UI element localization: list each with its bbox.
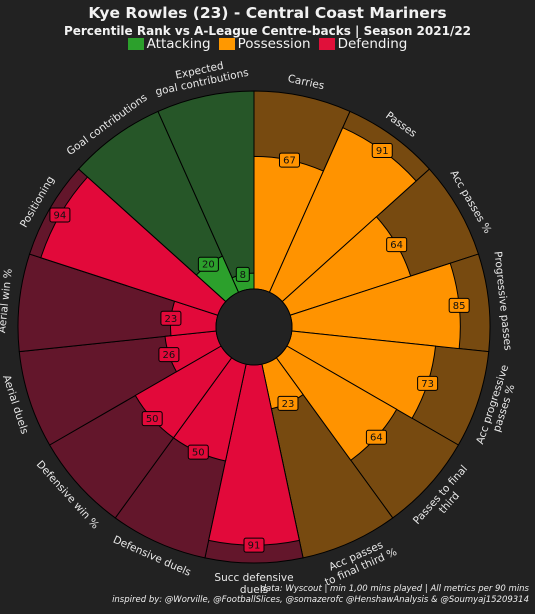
- legend-label: Attacking: [146, 36, 211, 52]
- value-label-acc-progressive-passes: 73: [417, 375, 439, 391]
- metric-label-progressive-passes: Progressive passes: [491, 251, 513, 351]
- metric-label-line: Succ defensive: [214, 572, 293, 584]
- metric-label-line: Carries: [287, 73, 326, 92]
- value-label-text: 91: [376, 146, 389, 157]
- value-label-box: [448, 297, 470, 313]
- value-label-box: [277, 395, 299, 411]
- metric-label-succ-defensive-duels: Succ defensive duels: [214, 572, 293, 596]
- legend-item-defending: Defending: [318, 36, 408, 52]
- value-label-acc-passes-to-final-third: 23: [277, 395, 299, 411]
- value-label-text: 23: [165, 314, 178, 325]
- value-label-text: 50: [146, 414, 159, 425]
- value-label-box: [160, 310, 182, 326]
- value-label-aerial-win: 23: [160, 310, 182, 326]
- value-label-carries: 67: [278, 152, 300, 168]
- legend-swatch: [318, 38, 335, 50]
- value-label-box: [197, 256, 219, 272]
- value-label-text: 64: [390, 240, 403, 251]
- footer: data: Wyscout | min 1,00 mins played | A…: [112, 584, 529, 606]
- legend: Attacking Possession Defending: [0, 36, 535, 52]
- value-label-text: 26: [163, 350, 176, 361]
- value-labels: 20 8 67 91 64 85 73 64 23 91 50 50 26 23 94: [49, 142, 470, 553]
- value-label-text: 20: [202, 260, 215, 271]
- value-label-text: 85: [453, 301, 466, 312]
- value-label-defensive-win: 50: [141, 411, 163, 427]
- slice-values: [40, 127, 461, 546]
- value-label-positioning: 94: [49, 207, 71, 223]
- value-label-box: [243, 537, 265, 553]
- legend-swatch: [127, 38, 144, 50]
- value-label-passes: 91: [371, 142, 393, 158]
- value-label-box: [386, 237, 408, 253]
- value-label-text: 94: [54, 210, 67, 221]
- value-label-aerial-duels: 26: [158, 347, 180, 363]
- metric-label-line: Progressive passes: [491, 251, 513, 351]
- value-label-defensive-duels: 50: [187, 444, 209, 460]
- legend-item-possession: Possession: [218, 36, 311, 52]
- value-label-expected-goal-contributions: 8: [235, 266, 250, 282]
- value-label-text: 73: [421, 379, 434, 390]
- value-label-acc-passes: 64: [386, 237, 408, 253]
- value-label-text: 23: [282, 399, 295, 410]
- value-label-text: 50: [192, 448, 205, 459]
- footer-credits: inspired by: @Worville, @FootballSlices,…: [112, 595, 529, 605]
- value-label-box: [141, 411, 163, 427]
- metric-label-aerial-win: Aerial win %: [0, 268, 15, 334]
- legend-label: Possession: [237, 36, 311, 52]
- value-label-box: [278, 152, 300, 168]
- value-label-progressive-passes: 85: [448, 297, 470, 313]
- footer-source: data: Wyscout | min 1,00 mins played | A…: [260, 584, 529, 594]
- legend-swatch: [218, 38, 235, 50]
- metric-label-line: Aerial win %: [0, 268, 15, 334]
- value-label-box: [235, 266, 250, 282]
- value-label-box: [187, 444, 209, 460]
- legend-label: Defending: [337, 36, 408, 52]
- chart-title: Kye Rowles (23) - Central Coast Mariners: [88, 4, 447, 22]
- chart-subtitle: Percentile Rank vs A-League Centre-backs…: [63, 24, 472, 38]
- value-label-text: 67: [283, 156, 296, 167]
- value-label-goal-contributions: 20: [197, 256, 219, 272]
- value-label-box: [365, 429, 387, 445]
- metric-label-line: duels: [240, 584, 268, 596]
- value-label-box: [417, 375, 439, 391]
- value-label-text: 91: [248, 541, 261, 552]
- value-label-succ-defensive-duels: 91: [243, 537, 265, 553]
- center-hole: [215, 288, 293, 366]
- value-label-box: [371, 142, 393, 158]
- value-label-box: [158, 347, 180, 363]
- value-label-box: [49, 207, 71, 223]
- value-label-passes-to-final-third: 64: [365, 429, 387, 445]
- legend-item-attacking: Attacking: [127, 36, 211, 52]
- metric-label-carries: Carries: [287, 73, 326, 92]
- value-label-text: 8: [240, 270, 246, 281]
- value-label-text: 64: [370, 433, 383, 444]
